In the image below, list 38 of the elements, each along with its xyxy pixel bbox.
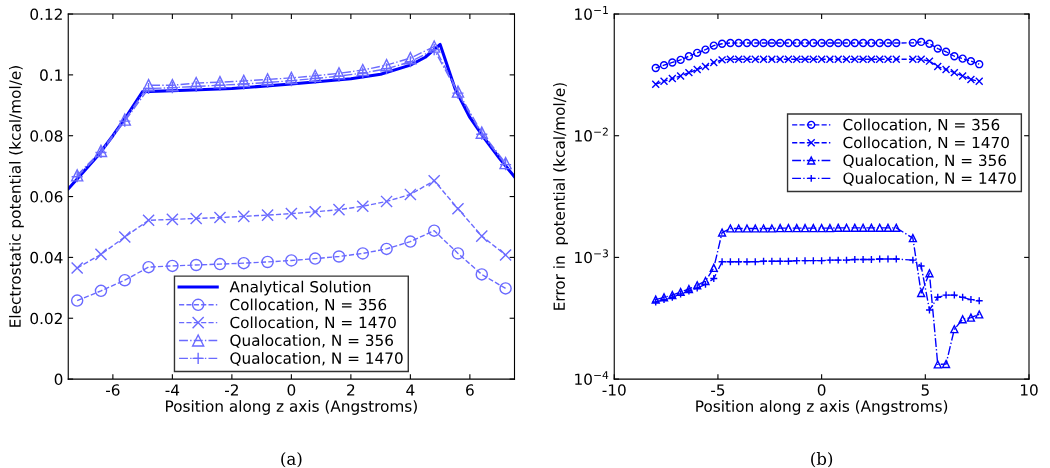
y-tick-label: 0.12 xyxy=(30,8,62,21)
legend-label: Qualocation, N = 356 xyxy=(230,334,394,348)
y-tick-label: 0.08 xyxy=(30,130,63,142)
y-tick-label: 0.04 xyxy=(30,251,63,264)
x-axis-title: Position along z axis (Angstroms) xyxy=(166,400,417,415)
x-tick-label: 6 xyxy=(466,384,474,396)
y-axis-title: Error in potential (kcal/mol/e) xyxy=(553,83,568,310)
x-tick-label: -6 xyxy=(106,384,120,396)
x-tick-label: 2 xyxy=(347,384,355,396)
x-tick-label: 0 xyxy=(817,384,826,396)
x-tick-label: 4 xyxy=(406,384,415,396)
legend-label: Analytical Solution xyxy=(229,280,371,296)
text: (b) xyxy=(811,452,833,468)
x-axis-title: Position along z axis (Angstroms) xyxy=(696,400,948,415)
y-tick-label: 10$^{−1}$ xyxy=(575,6,608,20)
y-tick-label: 0.1 xyxy=(40,69,62,81)
legend-label: Collocation, N = 356 xyxy=(843,118,1000,132)
legend-label: Collocation, N = 1470 xyxy=(230,316,396,330)
x-tick-label: 0 xyxy=(287,384,296,396)
x-tick-label: -4 xyxy=(165,384,180,396)
legend-label: Qualocation, N = 1470 xyxy=(843,172,1016,186)
y-tick-label: 10$^{−4}$ xyxy=(575,371,609,385)
y-tick-label: 10$^{−3}$ xyxy=(575,249,608,264)
text: (a) xyxy=(281,452,302,468)
x-tick-label: 10 xyxy=(1020,384,1038,396)
y-axis-title: Electrostatic potential (kcal/mol/e) xyxy=(9,66,24,327)
y-tick-label: 10$^{−2}$ xyxy=(575,127,608,142)
legend-label: Collocation, N = 1470 xyxy=(843,136,1009,150)
x-tick-label: -10 xyxy=(602,384,626,396)
legend-label: Qualocation, N = 356 xyxy=(843,154,1007,168)
x-tick-label: -5 xyxy=(711,384,725,396)
x-tick-label: 5 xyxy=(921,384,929,396)
legend-label: Collocation, N = 356 xyxy=(230,298,387,312)
x-tick-label: -2 xyxy=(225,384,238,396)
y-tick-label: 0.06 xyxy=(30,191,63,203)
y-tick-label: 0.02 xyxy=(30,312,62,325)
legend-label: Qualocation, N = 1470 xyxy=(230,352,403,366)
y-tick-label: 0 xyxy=(54,373,63,386)
